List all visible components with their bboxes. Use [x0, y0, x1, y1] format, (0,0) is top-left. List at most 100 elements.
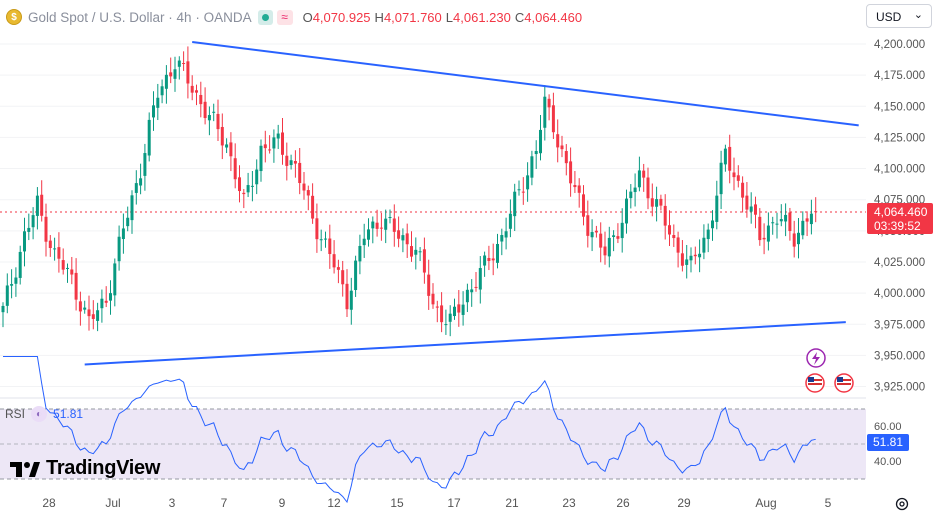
price-tick-label: 3,975.000: [874, 319, 925, 331]
candle: [788, 207, 792, 241]
candle: [422, 237, 426, 284]
ohlc-values: O4,070.925 H4,071.760 L4,061.230 C4,064.…: [303, 10, 583, 25]
candle: [539, 114, 542, 161]
lightning-icon: [812, 352, 820, 365]
candle: [470, 279, 474, 307]
candle: [40, 180, 44, 222]
candle: [517, 180, 521, 196]
candle: [246, 172, 250, 198]
candle: [427, 259, 431, 310]
us-flag-icon[interactable]: [834, 373, 854, 393]
candle: [676, 231, 680, 268]
rsi-legend[interactable]: RSI ◐ 51.81: [5, 406, 83, 422]
support-trendline[interactable]: [84, 321, 846, 366]
candle: [345, 269, 349, 317]
us-flag-icon[interactable]: [805, 373, 825, 393]
candle: [1, 302, 5, 328]
data-delay-icon[interactable]: ≈: [276, 9, 293, 25]
candle: [18, 245, 22, 285]
candle: [285, 142, 289, 181]
candle: [680, 240, 684, 272]
candle: [728, 134, 732, 184]
resistance-trendline[interactable]: [192, 41, 859, 127]
time-tick-label: 17: [447, 496, 461, 510]
candle: [491, 243, 495, 276]
candle: [31, 207, 35, 240]
symbol-legend[interactable]: $ Gold Spot / U.S. Dollar · 4h · OANDA ≈…: [6, 7, 582, 27]
gear-icon[interactable]: [894, 496, 910, 512]
candle: [298, 148, 302, 195]
symbol-title[interactable]: Gold Spot / U.S. Dollar · 4h · OANDA: [28, 9, 252, 25]
candle: [504, 217, 508, 250]
candle: [397, 216, 401, 248]
candle: [474, 272, 478, 292]
candle: [405, 223, 409, 258]
candle: [556, 119, 560, 163]
candle: [289, 154, 293, 170]
candle: [646, 167, 650, 210]
candle: [44, 203, 48, 257]
candle: [633, 173, 637, 207]
time-axis: 28 Jul 3 7 9 12 15 17 21 23 26 29 Aug 5: [42, 496, 831, 510]
candle: [655, 186, 659, 222]
market-open-icon[interactable]: [257, 9, 273, 25]
indicator-settings-icon[interactable]: ◐: [31, 406, 48, 422]
events[interactable]: [805, 348, 854, 393]
time-tick-label: 21: [505, 496, 519, 510]
candle: [281, 117, 284, 165]
candle: [672, 224, 676, 247]
tradingview-logo[interactable]: TradingView: [10, 457, 160, 480]
candle: [186, 46, 190, 99]
candle: [238, 165, 241, 203]
candles: [1, 46, 818, 337]
candle: [478, 256, 482, 304]
price-tick-label: 4,200.000: [874, 39, 925, 51]
candle: [78, 291, 82, 326]
candle: [659, 194, 663, 211]
candle: [147, 112, 151, 162]
ohlc-close-value: 4,064.460: [524, 9, 583, 25]
price-grid: [0, 43, 866, 388]
candle: [74, 258, 78, 311]
candle: [741, 176, 745, 213]
candle: [229, 132, 233, 172]
candle: [109, 280, 112, 315]
candle: [139, 163, 143, 195]
candle: [569, 147, 573, 197]
candle: [500, 228, 504, 256]
candle: [702, 224, 706, 260]
time-tick-label: 3: [169, 496, 176, 510]
candle: [551, 92, 555, 139]
rsi-label[interactable]: RSI: [5, 407, 26, 421]
candle: [663, 194, 667, 240]
candle: [414, 237, 418, 270]
candle: [268, 135, 272, 154]
candle: [388, 209, 392, 224]
candle: [104, 286, 108, 308]
candle: [100, 289, 104, 323]
candle: [629, 184, 633, 209]
candle: [83, 300, 87, 314]
currency-select[interactable]: USD ⌄: [866, 4, 932, 28]
candle: [392, 204, 396, 247]
candle: [225, 138, 229, 154]
candle: [612, 230, 616, 252]
candle: [315, 203, 319, 253]
candle: [14, 267, 18, 297]
candle: [250, 170, 254, 202]
current-price-label: 4,064.460 03:39:52: [867, 203, 933, 234]
candle: [113, 258, 117, 307]
time-tick-label: Aug: [755, 496, 776, 510]
ohlc-high-value: 4,071.760: [383, 9, 442, 25]
ohlc-open-key: O: [302, 9, 313, 25]
ohlc-close-key: C: [514, 9, 525, 25]
candle: [616, 223, 620, 244]
candle: [775, 212, 779, 239]
candle: [698, 239, 702, 273]
candle: [594, 225, 598, 238]
candle: [66, 263, 69, 283]
rsi-price-badge: 51.81: [867, 434, 909, 451]
candle: [156, 83, 160, 121]
candle: [792, 220, 796, 258]
